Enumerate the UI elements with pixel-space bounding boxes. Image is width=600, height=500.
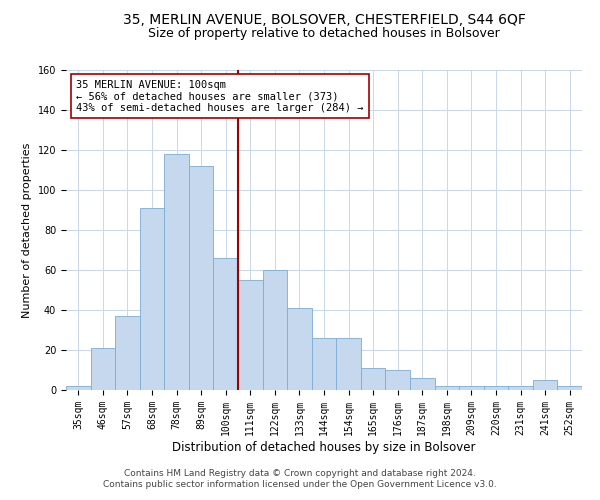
Bar [140, 208, 164, 390]
Bar [361, 368, 385, 390]
Bar [66, 386, 91, 390]
Bar [214, 258, 238, 390]
Bar [91, 348, 115, 390]
Bar [385, 370, 410, 390]
Bar [263, 270, 287, 390]
Bar [557, 386, 582, 390]
X-axis label: Distribution of detached houses by size in Bolsover: Distribution of detached houses by size … [172, 440, 476, 454]
Bar [164, 154, 189, 390]
Text: Size of property relative to detached houses in Bolsover: Size of property relative to detached ho… [148, 28, 500, 40]
Y-axis label: Number of detached properties: Number of detached properties [22, 142, 32, 318]
Text: 35, MERLIN AVENUE, BOLSOVER, CHESTERFIELD, S44 6QF: 35, MERLIN AVENUE, BOLSOVER, CHESTERFIEL… [122, 12, 526, 26]
Bar [533, 380, 557, 390]
Bar [459, 386, 484, 390]
Bar [508, 386, 533, 390]
Bar [287, 308, 312, 390]
Text: Contains public sector information licensed under the Open Government Licence v3: Contains public sector information licen… [103, 480, 497, 489]
Bar [312, 338, 336, 390]
Bar [336, 338, 361, 390]
Text: Contains HM Land Registry data © Crown copyright and database right 2024.: Contains HM Land Registry data © Crown c… [124, 468, 476, 477]
Bar [484, 386, 508, 390]
Bar [115, 316, 140, 390]
Bar [410, 378, 434, 390]
Bar [238, 280, 263, 390]
Bar [434, 386, 459, 390]
Bar [189, 166, 214, 390]
Text: 35 MERLIN AVENUE: 100sqm
← 56% of detached houses are smaller (373)
43% of semi-: 35 MERLIN AVENUE: 100sqm ← 56% of detach… [76, 80, 364, 113]
